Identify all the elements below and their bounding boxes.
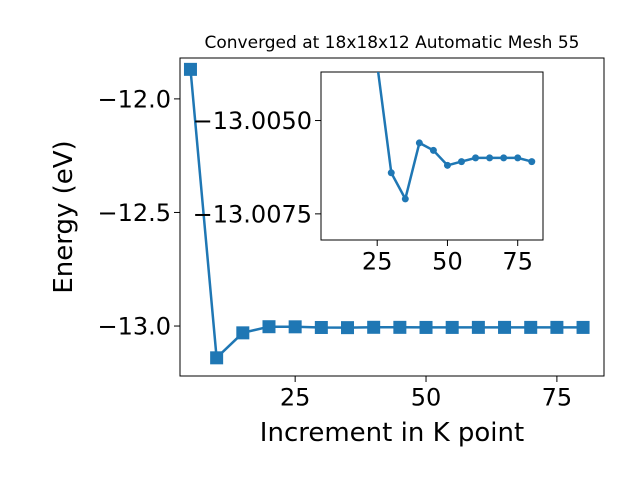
inset-data-point bbox=[486, 154, 494, 162]
inset-y-tick-label: −13.0075 bbox=[193, 201, 312, 229]
main-data-point bbox=[262, 320, 276, 334]
main-y-ticks: −12.0 −12.5 −13.0 bbox=[97, 86, 180, 341]
main-data-point bbox=[183, 62, 197, 76]
inset-data-point bbox=[528, 158, 536, 166]
main-data-point bbox=[471, 320, 485, 334]
inset-data-point bbox=[387, 169, 395, 177]
main-data-point bbox=[576, 320, 590, 334]
main-data-point bbox=[524, 320, 538, 334]
inset-data-point bbox=[415, 139, 423, 147]
inset-plot-frame bbox=[320, 71, 544, 241]
main-y-tick-label: −13.0 bbox=[97, 313, 171, 341]
main-data-point bbox=[393, 320, 407, 334]
main-x-ticks: 25 50 75 bbox=[280, 376, 572, 412]
main-y-tick-label: −12.5 bbox=[97, 199, 171, 227]
inset-y-tick-label: −13.0050 bbox=[193, 107, 312, 135]
main-series-line bbox=[189, 69, 584, 361]
main-chart-title: Converged at 18x18x12 Automatic Mesh 55 bbox=[205, 33, 580, 53]
main-data-point bbox=[288, 320, 302, 334]
inset-x-tick-label: 50 bbox=[432, 248, 463, 276]
inset-y-ticks: −13.0075 −13.0050 bbox=[193, 107, 321, 229]
main-y-axis-label: Energy (eV) bbox=[49, 140, 79, 293]
main-axes: Converged at 18x18x12 Automatic Mesh 55 … bbox=[49, 33, 605, 448]
main-x-tick-label: 50 bbox=[411, 384, 442, 412]
main-x-tick-label: 25 bbox=[280, 384, 311, 412]
inset-x-tick-label: 25 bbox=[362, 248, 393, 276]
main-data-point bbox=[367, 320, 381, 334]
main-plot-frame bbox=[179, 57, 605, 377]
inset-data-point bbox=[443, 161, 451, 169]
main-data-point bbox=[445, 320, 459, 334]
inset-data-point bbox=[514, 154, 522, 162]
main-data-point bbox=[498, 320, 512, 334]
main-series bbox=[183, 62, 590, 365]
main-data-point bbox=[550, 320, 564, 334]
inset-data-point bbox=[401, 195, 409, 203]
main-y-tick-label: −12.0 bbox=[97, 86, 171, 114]
main-data-point bbox=[314, 320, 328, 334]
inset-data-point bbox=[500, 154, 508, 162]
main-data-point bbox=[341, 321, 355, 335]
main-data-point bbox=[419, 320, 433, 334]
main-data-point bbox=[210, 351, 224, 365]
main-x-axis-label: Increment in K point bbox=[260, 418, 524, 448]
inset-data-point bbox=[458, 158, 466, 166]
inset-data-point bbox=[374, 61, 381, 68]
inset-data-point bbox=[429, 146, 437, 154]
inset-x-tick-label: 75 bbox=[502, 248, 533, 276]
inset-x-ticks: 25 50 75 bbox=[362, 240, 533, 276]
inset-series bbox=[374, 61, 536, 203]
main-data-point bbox=[236, 326, 250, 340]
inset-axes: 25 50 75 −13.0075 −13.0050 bbox=[193, 61, 544, 276]
main-x-tick-label: 75 bbox=[542, 384, 573, 412]
inset-data-point bbox=[472, 154, 480, 162]
